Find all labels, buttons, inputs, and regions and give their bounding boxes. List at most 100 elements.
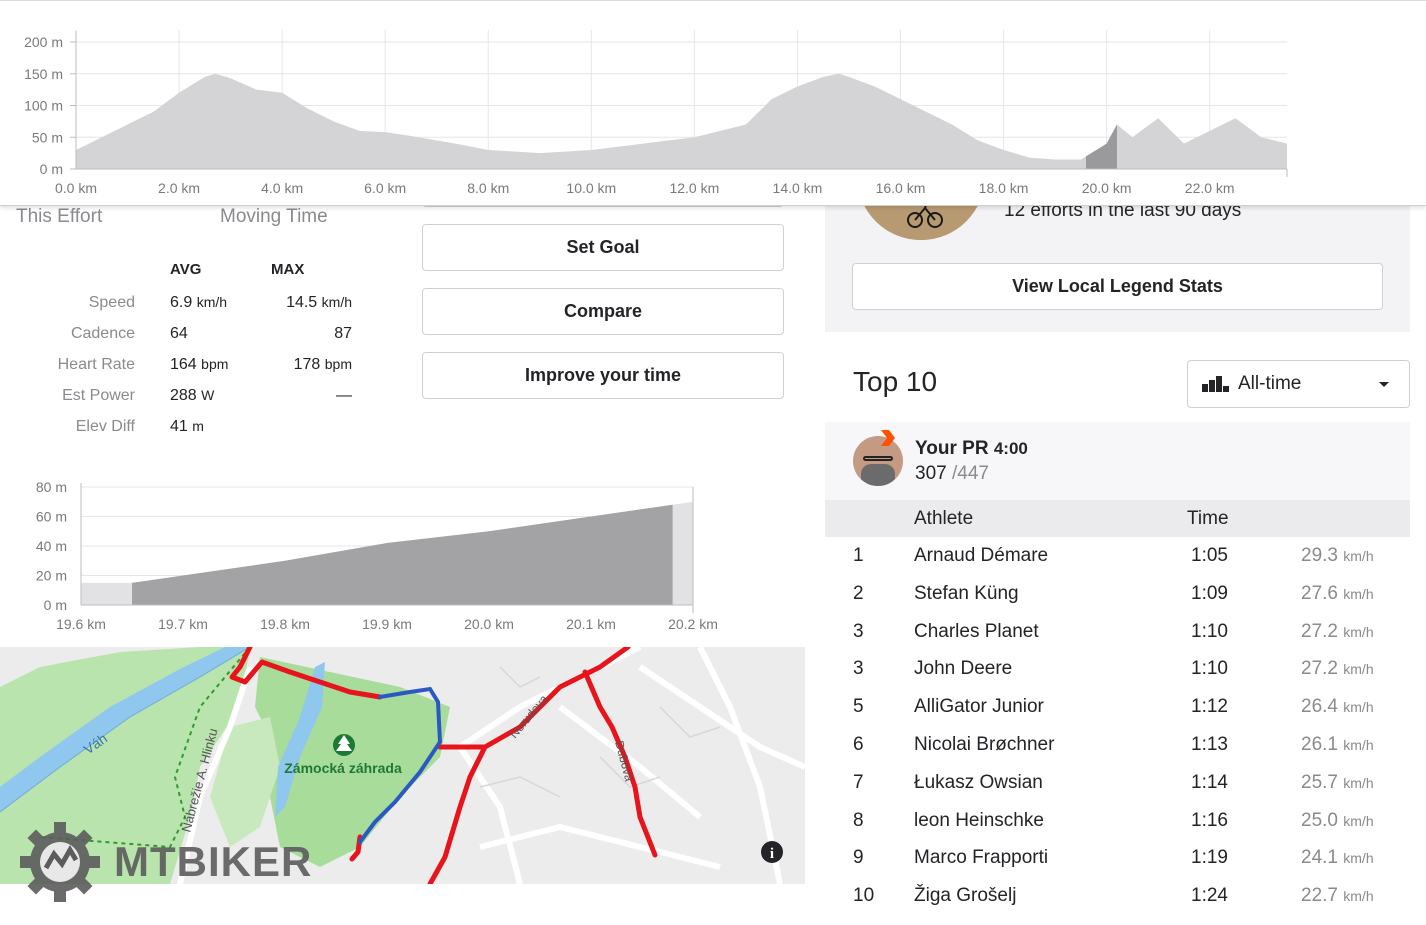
- row-rank: 9: [853, 847, 864, 869]
- stat-avg-value: 288 W: [170, 387, 214, 405]
- total-athletes: /447: [951, 463, 989, 484]
- seg-y-tick-label: 60 m: [36, 509, 67, 525]
- seg-y-tick-label: 0 m: [44, 597, 67, 613]
- row-time: 1:09: [1191, 582, 1228, 604]
- row-speed-unit: km/h: [1343, 699, 1374, 716]
- row-athlete-name: Charles Planet: [914, 620, 1039, 642]
- stat-max-value: 87: [240, 325, 352, 343]
- your-pr-row[interactable]: Your PR 4:00 307 /447: [825, 422, 1410, 500]
- row-speed-value: 25.0: [1301, 809, 1338, 831]
- row-speed-value: 27.6: [1301, 582, 1338, 604]
- y-tick-label: 50 m: [32, 129, 63, 145]
- leaderboard-row[interactable]: 2 Stefan Küng 1:09 27.6 km/h: [825, 575, 1410, 613]
- leaderboard-row[interactable]: 3 Charles Planet 1:10 27.2 km/h: [825, 613, 1410, 651]
- stat-avg-value: 41 m: [170, 418, 204, 436]
- your-pr-time: 4:00: [993, 439, 1028, 458]
- leaderboard-row[interactable]: 10 Žiga Grošelj 1:24 22.7 km/h: [825, 877, 1410, 915]
- leaderboard-row[interactable]: 9 Marco Frapporti 1:19 24.1 km/h: [825, 839, 1410, 877]
- your-pr-label: Your PR: [915, 438, 989, 459]
- set-goal-button[interactable]: Set Goal: [422, 224, 784, 271]
- row-athlete-name: AlliGator Junior: [914, 696, 1044, 718]
- stat-max-number: 178: [293, 356, 321, 373]
- park-label: Zámocká záhrada: [284, 760, 402, 776]
- x-tick-label: 4.0 km: [261, 180, 303, 196]
- stat-avg-number: 6.9: [170, 294, 193, 311]
- row-rank: 1: [853, 545, 864, 566]
- row-speed-value: 27.2: [1301, 620, 1338, 642]
- stat-label: Speed: [88, 294, 135, 311]
- map-canvas[interactable]: Zámocká záhrada Váh Nábrežie A. Hlinku N…: [0, 647, 805, 884]
- stat-max-unit: bpm: [324, 356, 352, 372]
- leaderboard-row[interactable]: 1 Arnaud Démare 1:05 29.3 km/h: [825, 537, 1410, 575]
- leaderboard-row[interactable]: 5 AlliGator Junior 1:12 26.4 km/h: [825, 688, 1410, 726]
- segment-highlight-area: [1086, 124, 1117, 169]
- max-header: MAX: [271, 261, 305, 278]
- row-speed-unit: km/h: [1343, 623, 1374, 640]
- time-filter-dropdown[interactable]: All-time: [1187, 360, 1410, 408]
- seg-x-tick-label: 20.0 km: [464, 616, 514, 632]
- x-tick-label: 22.0 km: [1185, 180, 1235, 196]
- your-rank-value: 307: [915, 463, 947, 484]
- leaderboard-row[interactable]: 8 leon Heinschke 1:16 25.0 km/h: [825, 802, 1410, 840]
- row-speed-value: 25.7: [1301, 771, 1338, 793]
- leaderboard-row[interactable]: 6 Nicolai Brøchner 1:13 26.1 km/h: [825, 726, 1410, 764]
- row-time: 1:19: [1191, 847, 1228, 869]
- seg-y-tick-label: 80 m: [36, 479, 67, 495]
- row-time: 1:24: [1191, 885, 1228, 907]
- row-athlete-name: Marco Frapporti: [914, 847, 1049, 869]
- row-time: 1:10: [1191, 620, 1228, 642]
- row-speed: 27.2 km/h: [1301, 658, 1374, 680]
- seg-x-tick-label: 19.7 km: [158, 616, 208, 632]
- improve-time-button[interactable]: Improve your time: [422, 352, 784, 399]
- seg-x-tick-label: 19.9 km: [362, 616, 412, 632]
- row-speed-unit: km/h: [1343, 548, 1374, 564]
- x-tick-label: 2.0 km: [158, 180, 200, 196]
- stat-avg-value: 164 bpm: [170, 356, 228, 374]
- row-speed-unit: km/h: [1343, 585, 1374, 602]
- view-local-legend-button[interactable]: View Local Legend Stats: [852, 263, 1383, 310]
- stat-label: Est Power: [62, 387, 135, 404]
- row-rank: 7: [853, 771, 864, 793]
- row-speed-value: 29.3: [1301, 545, 1338, 566]
- stat-max-number: 87: [334, 325, 352, 342]
- x-tick-label: 10.0 km: [566, 180, 616, 196]
- row-speed: 27.6 km/h: [1301, 583, 1374, 605]
- seg-y-tick-label: 40 m: [36, 538, 67, 554]
- stat-max-number: 14.5: [286, 294, 318, 311]
- seg-x-tick-label: 20.2 km: [668, 616, 718, 632]
- elevation-profile-chart[interactable]: 200 m 150 m 100 m 50 m 0 m 0.0 km 2.0 km 4.0 km…: [0, 0, 1426, 206]
- row-athlete-name: Nicolai Brøchner: [914, 734, 1055, 755]
- row-athlete-name: Łukasz Owsian: [914, 771, 1043, 793]
- stat-avg-value: 64: [170, 325, 188, 343]
- compare-button[interactable]: Compare: [422, 288, 784, 335]
- segment-map[interactable]: Zámocká záhrada Váh Nábrežie A. Hlinku N…: [0, 647, 805, 884]
- x-tick-label: 14.0 km: [773, 180, 823, 196]
- x-tick-label: 20.0 km: [1082, 180, 1132, 196]
- your-rank: 307 /447: [915, 463, 989, 485]
- stat-avg-number: 41: [170, 418, 188, 435]
- row-speed: 24.1 km/h: [1301, 847, 1374, 869]
- stat-max-unit: km/h: [321, 294, 352, 310]
- your-pr-heading: Your PR 4:00: [915, 438, 1028, 460]
- elevation-profile-svg[interactable]: 200 m 150 m 100 m 50 m 0 m 0.0 km 2.0 km 4.0 km…: [0, 1, 1426, 207]
- segment-elevation-chart[interactable]: 80 m 60 m 40 m 20 m 0 m 19.6 km 19.7 km 19.8 km…: [0, 470, 720, 640]
- watermark-text: MTBIKER: [114, 838, 313, 885]
- row-speed-unit: km/h: [1343, 661, 1374, 678]
- pr-badge-icon: [881, 430, 895, 446]
- x-tick-label: 16.0 km: [876, 180, 926, 196]
- x-tick-label: 6.0 km: [364, 180, 406, 196]
- row-speed-value: 26.4: [1301, 696, 1338, 718]
- row-speed-unit: km/h: [1343, 850, 1374, 867]
- row-speed: 25.7 km/h: [1301, 772, 1374, 794]
- stat-avg-unit: m: [192, 418, 204, 434]
- row-speed-value: 22.7: [1301, 885, 1338, 907]
- x-tick-label: 18.0 km: [979, 180, 1029, 196]
- y-tick-label: 0 m: [40, 161, 63, 177]
- stat-avg-number: 288: [170, 387, 197, 404]
- map-info-button[interactable]: i: [761, 841, 783, 863]
- row-athlete-name: John Deere: [914, 658, 1013, 680]
- row-speed-unit: km/h: [1343, 737, 1374, 753]
- leaderboard-row[interactable]: 7 Łukasz Owsian 1:14 25.7 km/h: [825, 764, 1410, 802]
- leaderboard-row[interactable]: 3 John Deere 1:10 27.2 km/h: [825, 650, 1410, 688]
- row-speed: 29.3 km/h: [1301, 545, 1374, 567]
